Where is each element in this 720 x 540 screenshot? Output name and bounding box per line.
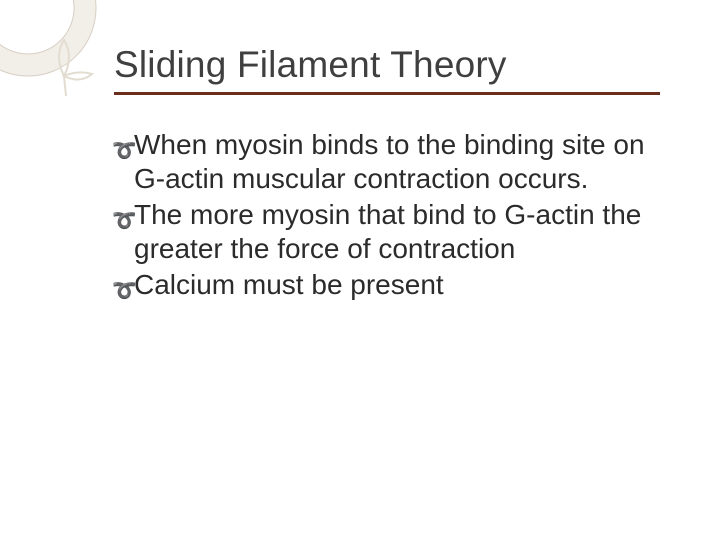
bullet-item: ➰ Calcium must be present bbox=[112, 268, 680, 302]
bullet-text: Calcium must be present bbox=[112, 268, 680, 302]
bullet-item: ➰ When myosin binds to the binding site … bbox=[112, 128, 680, 196]
bullet-item: ➰ The more myosin that bind to G-actin t… bbox=[112, 198, 680, 266]
bullet-icon: ➰ bbox=[112, 134, 136, 168]
slide: Sliding Filament Theory ➰ When myosin bi… bbox=[0, 0, 720, 540]
bullet-text: The more myosin that bind to G-actin the… bbox=[112, 198, 680, 266]
bullet-text: When myosin binds to the binding site on… bbox=[112, 128, 680, 196]
corner-decoration bbox=[0, 0, 120, 120]
bullet-icon: ➰ bbox=[112, 274, 136, 308]
bullet-icon: ➰ bbox=[112, 204, 136, 238]
slide-title: Sliding Filament Theory bbox=[114, 44, 507, 86]
title-underline bbox=[114, 92, 660, 95]
slide-body: ➰ When myosin binds to the binding site … bbox=[112, 128, 680, 304]
